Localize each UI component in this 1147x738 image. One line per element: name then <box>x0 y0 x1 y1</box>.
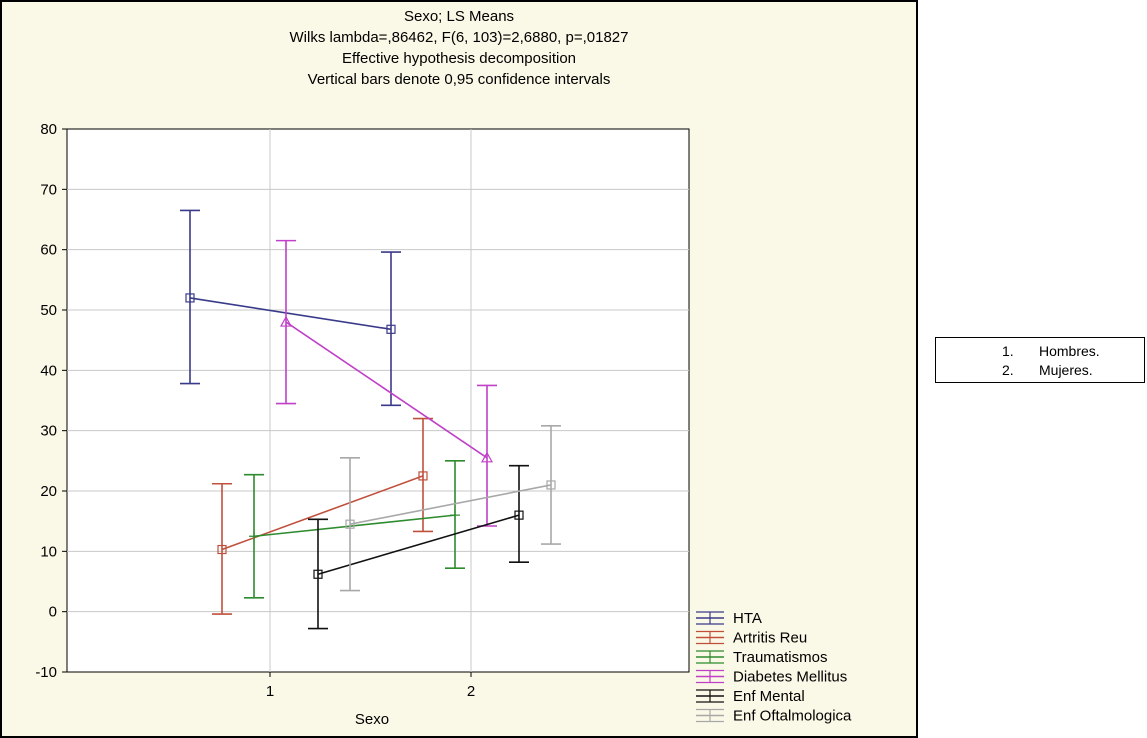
y-tick-label: 0 <box>49 604 57 621</box>
point-marker <box>345 519 355 529</box>
chart-title: Sexo; LS Means Wilks lambda=,86462, F(6, … <box>290 8 629 88</box>
chart-legend: HTA Artritis Reu Traumatismos Diabetes Mell… <box>696 610 852 725</box>
series-enf-oftalmologica <box>340 425 561 592</box>
point-marker <box>480 451 494 463</box>
series-enf-mental <box>308 464 529 630</box>
point-marker <box>450 510 460 521</box>
series-hta <box>180 209 401 407</box>
point-marker <box>418 471 428 481</box>
y-tick-label: 10 <box>40 543 57 560</box>
sexo-legend-number: 2. <box>1002 362 1014 378</box>
point-marker <box>279 315 293 327</box>
gridlines <box>67 129 689 672</box>
x-axis-label: Sexo <box>355 711 389 728</box>
series-line <box>221 475 424 551</box>
y-tick-label: 20 <box>40 483 57 500</box>
sexo-legend-item-1: 1. Hombres. <box>936 341 1144 361</box>
y-tick-label: 60 <box>40 242 57 259</box>
point-marker <box>249 531 259 542</box>
legend-label: Enf Mental <box>733 688 805 705</box>
x-tick-label: 1 <box>266 683 274 700</box>
title-line: Sexo; LS Means <box>404 8 514 25</box>
title-line: Effective hypothesis decomposition <box>342 50 576 67</box>
point-marker <box>313 569 323 579</box>
chart: Sexo; LS Means Wilks lambda=,86462, F(6, … <box>0 0 918 738</box>
y-tick-label: 50 <box>40 302 57 319</box>
y-tick-label: 30 <box>40 423 57 440</box>
legend-label: Enf Oftalmologica <box>733 708 852 725</box>
series-line <box>349 484 552 525</box>
title-line: Vertical bars denote 0,95 confidence int… <box>308 71 611 88</box>
y-tick-label: 40 <box>40 362 57 379</box>
series-line <box>189 297 392 331</box>
x-tick-label: 2 <box>467 683 475 700</box>
point-marker <box>546 480 556 490</box>
legend-label: HTA <box>733 610 762 627</box>
series-diabetes-mellitus <box>276 239 497 527</box>
plot-area <box>66 128 690 673</box>
series-layer <box>180 209 561 630</box>
series-line <box>285 321 488 459</box>
legend-label: Artritis Reu <box>733 630 807 647</box>
sexo-legend-label: Mujeres. <box>1039 362 1093 378</box>
sexo-legend-label: Hombres. <box>1039 343 1100 359</box>
y-axis-ticks: -10 0 10 20 30 40 50 60 70 80 <box>35 121 67 681</box>
point-marker <box>386 324 396 334</box>
sexo-legend-box: 1. Hombres. 2. Mujeres. <box>935 337 1145 383</box>
series-artritis-reu <box>212 417 433 615</box>
y-tick-label: 80 <box>40 121 57 138</box>
sexo-legend-item-2: 2. Mujeres. <box>936 360 1144 380</box>
point-marker <box>185 293 195 303</box>
y-tick-label: -10 <box>35 664 57 681</box>
legend-label: Diabetes Mellitus <box>733 669 847 686</box>
legend-label: Traumatismos <box>733 649 827 666</box>
sexo-legend-number: 1. <box>1002 343 1014 359</box>
y-tick-label: 70 <box>40 181 57 198</box>
point-marker <box>514 510 524 520</box>
title-line: Wilks lambda=,86462, F(6, 103)=2,6880, p… <box>290 29 629 46</box>
series-line <box>317 514 520 576</box>
point-marker <box>217 544 227 555</box>
